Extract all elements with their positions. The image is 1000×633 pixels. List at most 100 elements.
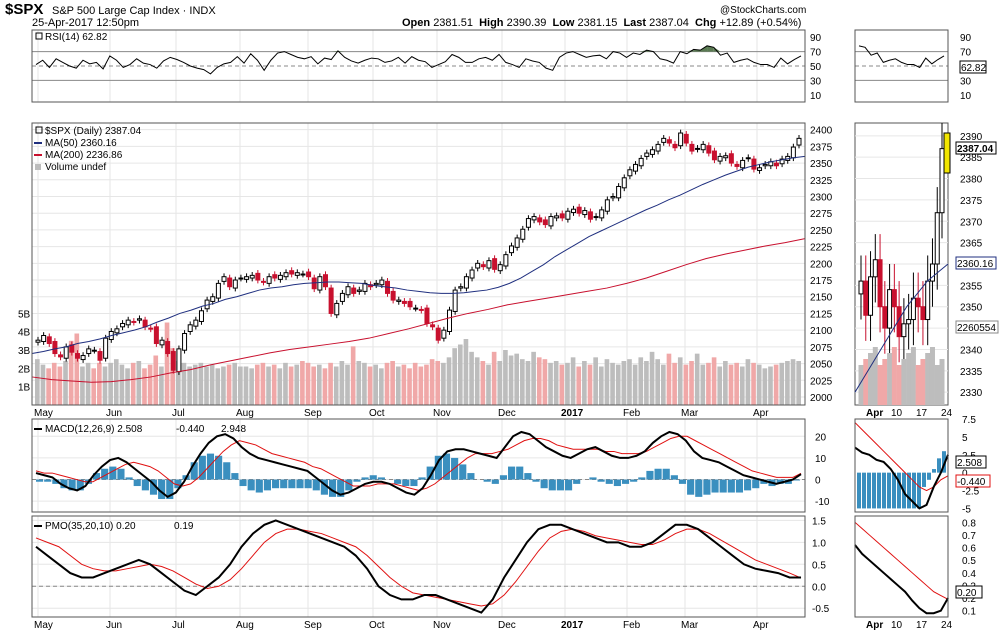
- macd-legend: MACD(12,26,9) 2.508: [45, 424, 143, 435]
- candle-body: [582, 210, 588, 216]
- volume-bar: [723, 361, 728, 405]
- macd-histogram-bar: [483, 479, 491, 482]
- macd-histogram-bar: [621, 479, 630, 484]
- ma200-legend: MA(200) 2236.86: [45, 150, 123, 161]
- macd-histogram-bar: [377, 477, 385, 480]
- volume-bar: [328, 362, 333, 405]
- zoom-candle-body: [906, 319, 912, 325]
- macd-histogram-bar: [92, 473, 101, 480]
- macd-histogram-bar: [402, 479, 410, 487]
- candle-body: [649, 149, 655, 155]
- pmo-border: [31, 515, 806, 618]
- volume-bar: [119, 364, 125, 405]
- zoom-xtick-bottom: Apr: [866, 620, 883, 631]
- volume-bar: [97, 362, 102, 405]
- zoom-candle-body: [929, 263, 935, 282]
- candle-body: [740, 159, 746, 169]
- zoom-candle-body: [939, 148, 945, 214]
- zoom-candle-body: [901, 323, 907, 338]
- volume-bar: [68, 340, 74, 405]
- macd-histogram-bar: [638, 477, 646, 480]
- candle-body: [728, 153, 734, 164]
- candle-body: [452, 289, 458, 312]
- candle-body: [751, 158, 757, 170]
- volume-bar: [345, 364, 350, 405]
- price-ytick: 2025: [810, 376, 833, 387]
- macd-histogram-bar: [288, 479, 296, 489]
- macd-histogram-bar: [361, 477, 369, 480]
- candle-body: [300, 273, 306, 276]
- candle-body: [227, 277, 233, 288]
- candle-body: [711, 150, 717, 161]
- macd-histogram-bar: [198, 455, 206, 480]
- candle-body: [706, 145, 712, 154]
- volume-bar: [159, 366, 164, 405]
- macd-histogram-bar: [166, 479, 174, 500]
- candle-body: [525, 218, 531, 228]
- zoom-xtick: Apr: [866, 408, 883, 419]
- volume-bar: [57, 366, 63, 405]
- macd-histogram-bar: [646, 470, 654, 480]
- macd-histogram-bar: [247, 479, 255, 491]
- candle-body: [351, 287, 357, 294]
- volume-bar: [598, 366, 604, 405]
- volume-bar: [717, 366, 723, 405]
- candle-body: [509, 245, 515, 254]
- pmo-legend: PMO(35,20,10) 0.20: [45, 521, 136, 532]
- macd-histogram-bar: [68, 479, 76, 491]
- volume-bar: [768, 366, 773, 405]
- macd-histogram-bar: [499, 475, 508, 480]
- volume-bar: [238, 366, 243, 405]
- volume-bar: [153, 355, 159, 405]
- macd-last-box: [955, 455, 987, 469]
- month-tick: Nov: [433, 408, 451, 419]
- pmo-signal-legend: 0.19: [174, 521, 194, 532]
- macd-histogram-bar: [564, 479, 573, 491]
- volume-bar: [672, 362, 677, 405]
- macd-histogram-bar: [117, 468, 125, 480]
- zoom-candle-body: [877, 259, 883, 308]
- volume-legend: Volume undef: [45, 162, 106, 173]
- volume-bar: [294, 364, 300, 405]
- volume-legend-swatch: [35, 164, 41, 170]
- zoom-macd-bar: [912, 472, 916, 509]
- volume-bar: [661, 364, 666, 405]
- zoom-macd-bar: [942, 451, 946, 473]
- candle-body: [238, 277, 244, 280]
- rsi-zoom-ytick: 30: [960, 76, 972, 87]
- zoom-macd-bar: [892, 472, 896, 509]
- volume-ytick: 4B: [18, 328, 31, 339]
- volume-bar: [463, 339, 469, 405]
- candle-body: [232, 279, 238, 289]
- macd-histogram-bar: [125, 477, 133, 480]
- candle-body: [125, 319, 131, 326]
- candle-body: [401, 300, 407, 304]
- zoom-macd-ytick: 7.5: [962, 415, 976, 426]
- last-label: Last: [623, 17, 647, 29]
- macd-histogram-bar: [597, 479, 605, 482]
- rsi-ytick: 30: [810, 76, 822, 87]
- candle-body: [458, 286, 464, 289]
- rsi-last-value: 62.82: [961, 63, 986, 74]
- candle-body: [182, 332, 188, 351]
- candle-body: [666, 139, 672, 144]
- candle-body: [198, 310, 204, 322]
- ma50-line: [31, 155, 806, 355]
- copyright: @StockCharts.com: [720, 5, 807, 16]
- zoom-price-ytick: 2350: [960, 303, 983, 314]
- zoom-price-ytick: 2370: [960, 217, 983, 228]
- macd-histogram-bar: [630, 479, 638, 482]
- macd-histogram-bar: [52, 479, 60, 484]
- volume-bar: [627, 359, 632, 405]
- zoom-price-ytick: 2335: [960, 367, 983, 378]
- rsi-ytick: 50: [810, 62, 822, 73]
- zoom-macd-ytick: 5: [962, 433, 968, 444]
- month-tick: Oct: [369, 408, 385, 419]
- zoom-candle-body: [882, 306, 888, 329]
- pmo-signal-line: [35, 528, 802, 607]
- ma50-last-box: [955, 256, 997, 270]
- candle-body: [289, 270, 295, 275]
- candle-body: [362, 282, 368, 292]
- macd-histogram-bar: [345, 479, 353, 491]
